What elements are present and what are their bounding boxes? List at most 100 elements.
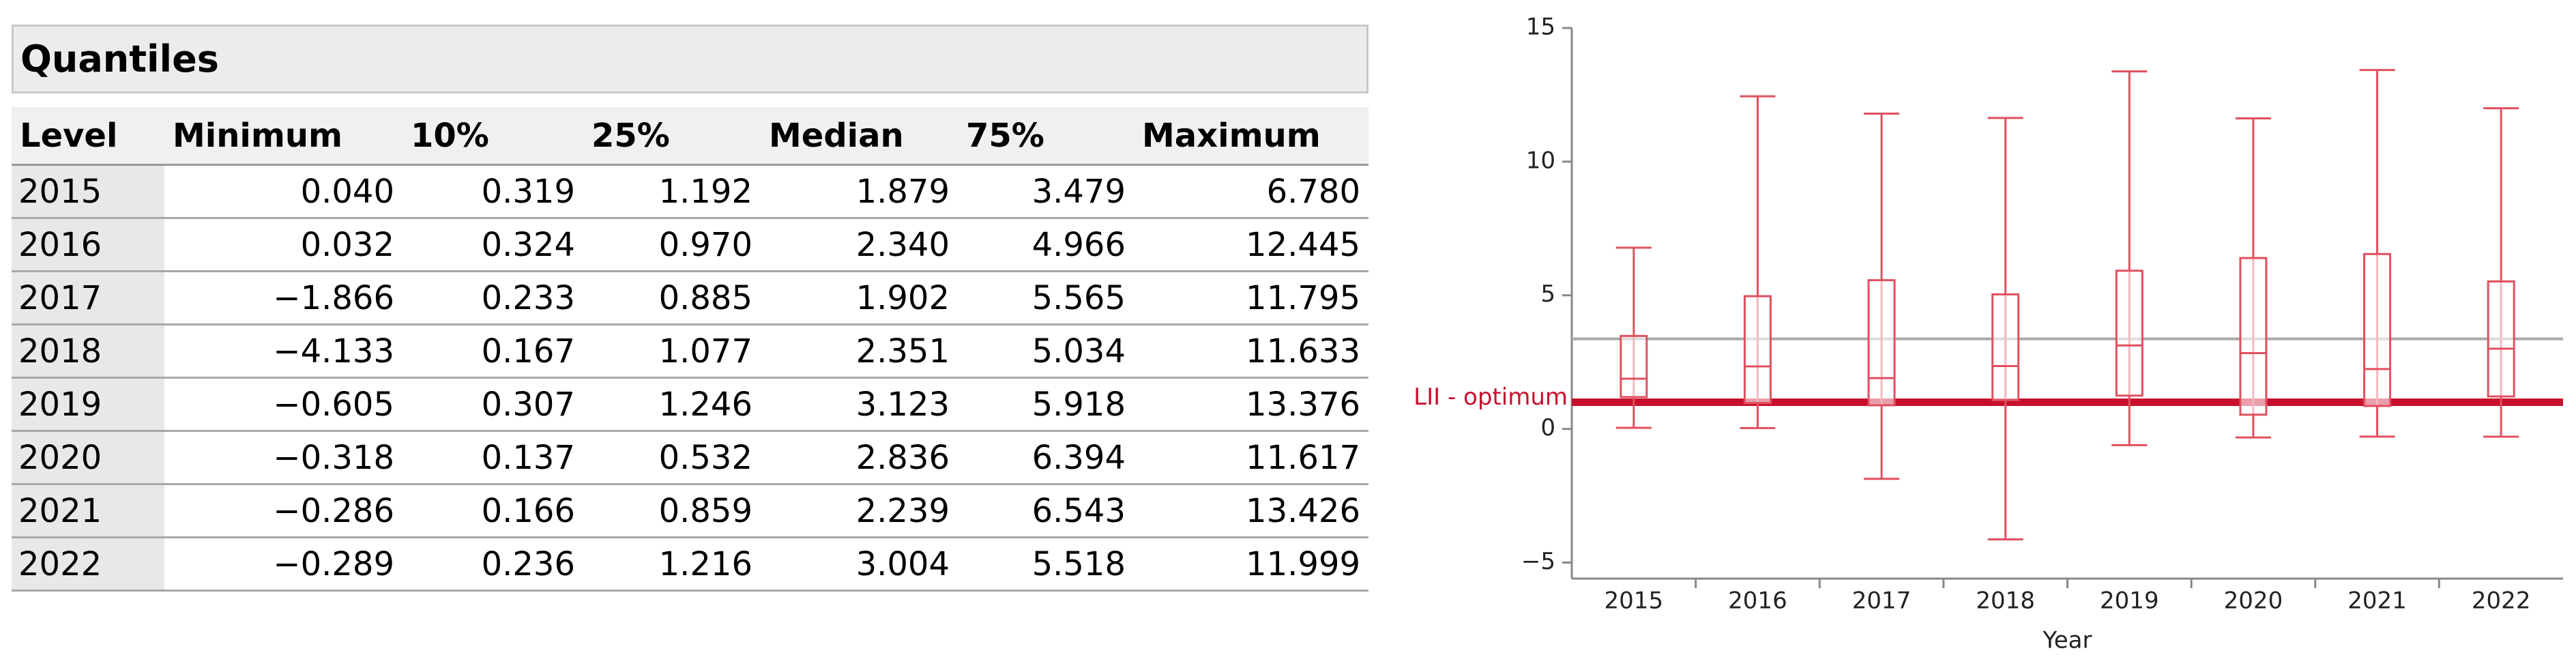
x-tick-label: 2018 — [1976, 587, 2035, 615]
table-cell: 6.543 — [958, 484, 1134, 538]
table-cell: 0.032 — [164, 218, 402, 272]
column-header: Median — [761, 107, 958, 166]
table-cell: 0.532 — [583, 431, 761, 485]
table-cell: 2022 — [12, 537, 164, 592]
table-cell: 3.479 — [958, 164, 1134, 219]
column-header: 10% — [402, 107, 583, 166]
table-cell: 0.324 — [402, 218, 583, 272]
y-tick-label: −5 — [1521, 548, 1555, 575]
table-cell: 13.376 — [1134, 377, 1368, 432]
table-row: 2020 −0.318 0.137 0.532 2.836 6.394 11.617 — [12, 431, 1368, 485]
table-cell: 1.246 — [583, 377, 761, 432]
column-header: Level — [12, 107, 164, 166]
reference-label: LII - optimum — [1414, 383, 1568, 411]
table-cell: 6.780 — [1134, 164, 1368, 219]
table-cell: 0.236 — [402, 537, 583, 592]
table-cell: 5.565 — [958, 271, 1134, 325]
table-body: 2015 0.040 0.319 1.192 1.879 3.479 6.780 2016 0.… — [12, 164, 1368, 592]
table-cell: 0.307 — [402, 377, 583, 432]
table-cell: 1.077 — [583, 324, 761, 379]
table-cell: 0.137 — [402, 431, 583, 485]
table-cell: 0.885 — [583, 271, 761, 325]
table-cell: 5.034 — [958, 324, 1134, 379]
table-cell: 6.394 — [958, 431, 1134, 485]
table-cell: 1.902 — [761, 271, 958, 325]
column-header: Maximum — [1134, 107, 1368, 166]
box — [1991, 293, 2020, 401]
table-cell: 2015 — [12, 164, 164, 219]
table-cell: 12.445 — [1134, 218, 1368, 272]
table-row: 2015 0.040 0.319 1.192 1.879 3.479 6.780 — [12, 164, 1368, 219]
table-cell: 3.004 — [761, 537, 958, 592]
table-row: 2017 −1.866 0.233 0.885 1.902 5.565 11.795 — [12, 271, 1368, 325]
table-cell: 0.970 — [583, 218, 761, 272]
box — [2363, 252, 2392, 407]
x-tick-label: 2019 — [2100, 587, 2159, 615]
table-cell: 11.999 — [1134, 537, 1368, 592]
table-cell: 2017 — [12, 271, 164, 325]
column-header: 75% — [958, 107, 1134, 166]
table-row: 2019 −0.605 0.307 1.246 3.123 5.918 13.376 — [12, 377, 1368, 432]
table-cell: 1.879 — [761, 164, 958, 219]
box — [1620, 334, 1648, 398]
table-cell: 11.795 — [1134, 271, 1368, 325]
table-cell: 2019 — [12, 377, 164, 432]
table-cell: 11.617 — [1134, 431, 1368, 485]
table-cell: 0.040 — [164, 164, 402, 219]
table-cell: 0.167 — [402, 324, 583, 379]
table-cell: 1.216 — [583, 537, 761, 592]
table-row: 2022 −0.289 0.236 1.216 3.004 5.518 11.999 — [12, 537, 1368, 592]
table-cell: 0.166 — [402, 484, 583, 538]
table-title: Quantiles — [12, 25, 1368, 93]
table-row: 2021 −0.286 0.166 0.859 2.239 6.543 13.426 — [12, 484, 1368, 538]
table-cell: 0.233 — [402, 271, 583, 325]
box — [2115, 270, 2143, 397]
table-cell: −0.289 — [164, 537, 402, 592]
y-tick-label: 10 — [1526, 147, 1555, 174]
x-tick-label: 2021 — [2347, 587, 2407, 615]
box-plot: −5 0 5 10 15 LII - optimum 2015 2016 2017 2018 201… — [1414, 14, 2563, 654]
table-row: 2018 −4.133 0.167 1.077 2.351 5.034 11.633 — [12, 324, 1368, 379]
box — [1867, 279, 1896, 407]
table-cell: −1.866 — [164, 271, 402, 325]
table-cell: 0.319 — [402, 164, 583, 219]
table: Level Minimum 10% 25% Median 75% Maximum 2015 0… — [12, 107, 1368, 592]
table-row: 2016 0.032 0.324 0.970 2.340 4.966 12.445 — [12, 218, 1368, 272]
table-cell: 2021 — [12, 484, 164, 538]
quantiles-table: Quantiles Level Minimum 10% 25% Median 75% Max… — [12, 25, 1368, 592]
box — [2487, 280, 2515, 398]
y-tick-label: 0 — [1540, 414, 1555, 441]
table-cell: 1.192 — [583, 164, 761, 219]
header-row: Level Minimum 10% 25% Median 75% Maximum — [12, 107, 1368, 166]
box — [2239, 257, 2268, 416]
table-cell: 3.123 — [761, 377, 958, 432]
table-cell: 5.518 — [958, 537, 1134, 592]
y-tick-label: 5 — [1540, 280, 1555, 308]
table-cell: 2.239 — [761, 484, 958, 538]
table-cell: −0.605 — [164, 377, 402, 432]
table-cell: 2018 — [12, 324, 164, 379]
table-cell: −4.133 — [164, 324, 402, 379]
x-tick-label: 2015 — [1605, 587, 1664, 615]
table-cell: 2.836 — [761, 431, 958, 485]
x-tick-label: 2017 — [1852, 587, 1912, 615]
x-axis-title: Year — [2043, 627, 2092, 654]
table-cell: 11.633 — [1134, 324, 1368, 379]
table-cell: 2016 — [12, 218, 164, 272]
table-cell: 2.340 — [761, 218, 958, 272]
table-cell: 2.351 — [761, 324, 958, 379]
box — [1743, 295, 1772, 405]
y-tick-label: 15 — [1526, 14, 1555, 41]
table-cell: 2020 — [12, 431, 164, 485]
table-cell: 5.918 — [958, 377, 1134, 432]
x-tick-label: 2022 — [2472, 587, 2531, 615]
table-cell: −0.318 — [164, 431, 402, 485]
table-cell: 4.966 — [958, 218, 1134, 272]
x-tick-label: 2016 — [1728, 587, 1787, 615]
table-cell: 13.426 — [1134, 484, 1368, 538]
table-cell: −0.286 — [164, 484, 402, 538]
table-cell: 0.859 — [583, 484, 761, 538]
column-header: 25% — [583, 107, 761, 166]
column-header: Minimum — [164, 107, 402, 166]
